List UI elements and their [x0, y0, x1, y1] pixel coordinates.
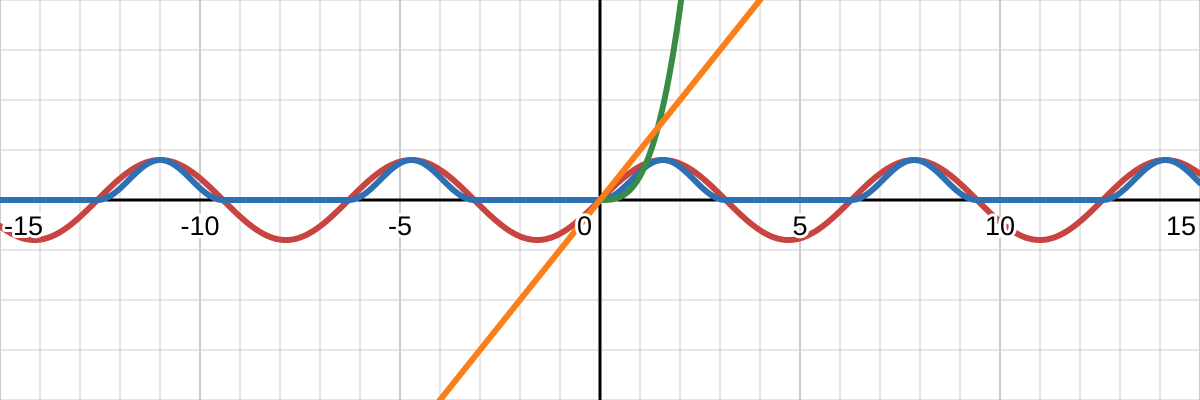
x-tick-label: -5 — [388, 211, 412, 241]
x-tick-labels: -15 -10 -5 0 5 10 15 — [1, 208, 1199, 244]
curve-series-3 — [597, 0, 685, 203]
x-tick-label: 0 — [577, 211, 592, 241]
x-tick-label: -10 — [180, 211, 219, 241]
x-tick-label: 5 — [792, 211, 807, 241]
curve-series-4 — [436, 0, 764, 400]
x-tick-label: -15 — [4, 211, 43, 241]
x-tick-label: 15 — [1166, 211, 1196, 241]
x-tick-label: 10 — [985, 211, 1015, 241]
